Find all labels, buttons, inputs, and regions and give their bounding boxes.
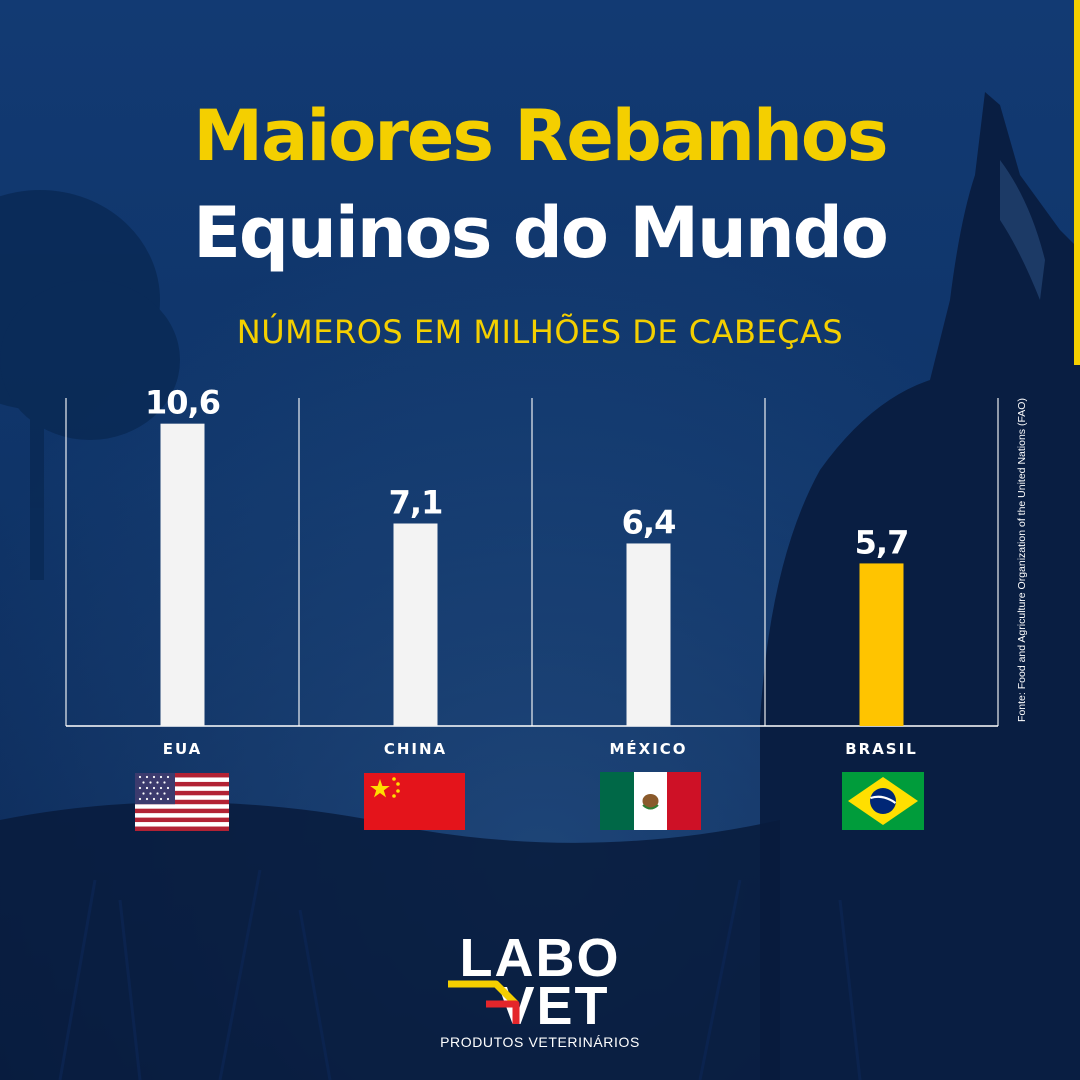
bar-eua xyxy=(160,423,205,726)
bar-value-label: 10,6 xyxy=(145,384,220,422)
china-flag-icon xyxy=(364,773,465,830)
bar-value-label: 6,4 xyxy=(622,503,676,541)
mexico-flag-icon xyxy=(600,772,701,830)
tree-silhouette xyxy=(0,190,180,580)
horse-silhouette xyxy=(760,92,1080,1080)
accent-strip xyxy=(1074,0,1080,365)
logo-wordmark-top: LABO xyxy=(460,928,621,988)
category-label: CHINA xyxy=(384,740,447,758)
brazil-flag-icon xyxy=(842,772,924,830)
usa-flag-icon xyxy=(135,773,229,831)
bar-brasil xyxy=(859,563,904,726)
title-line-1: Maiores Rebanhos xyxy=(193,95,888,177)
chart-subtitle: NÚMEROS EM MILHÕES DE CABEÇAS xyxy=(236,313,844,351)
category-label: BRASIL xyxy=(845,740,918,758)
bar-value-label: 7,1 xyxy=(389,483,443,521)
labovet-logo: LABO VET xyxy=(448,928,621,1036)
source-note: Fonte: Food and Agriculture Organization… xyxy=(1016,398,1028,722)
category-label: MÉXICO xyxy=(609,739,687,758)
grass xyxy=(0,802,780,1080)
title-line-2: Equinos do Mundo xyxy=(193,192,889,274)
bar-china xyxy=(393,523,438,726)
bar-value-label: 5,7 xyxy=(855,523,909,561)
category-label: EUA xyxy=(163,740,203,758)
logo-tagline: PRODUTOS VETERINÁRIOS xyxy=(440,1034,640,1050)
bar-méxico xyxy=(626,543,671,726)
